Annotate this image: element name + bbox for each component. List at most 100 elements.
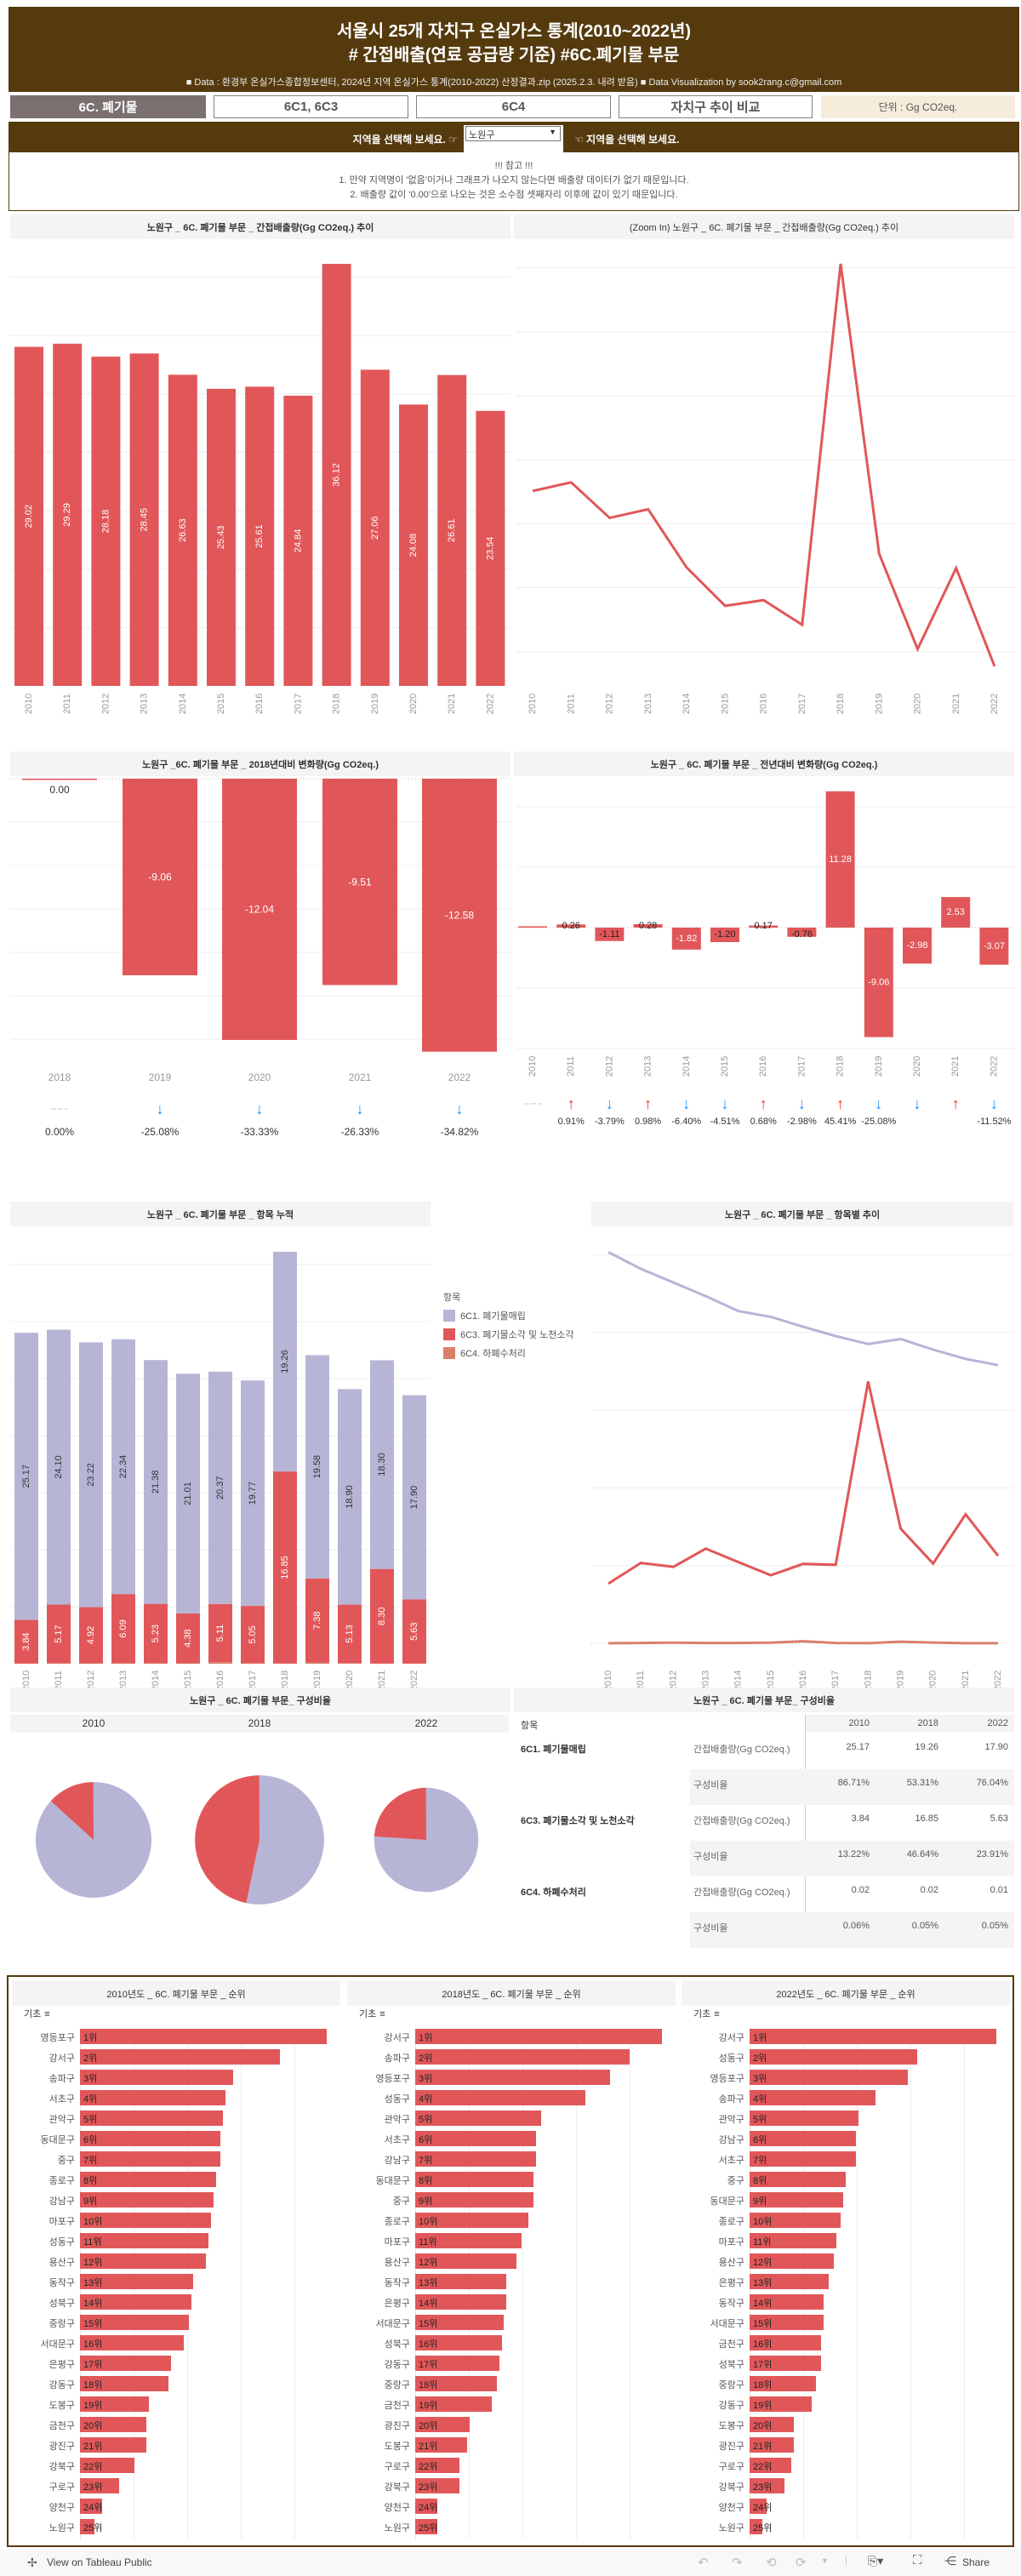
ranking-row[interactable]: 강북구 22위 bbox=[12, 2455, 340, 2476]
ranking-row[interactable]: 강서구 1위 bbox=[682, 2026, 1010, 2047]
ranking-row[interactable]: 서초구 6위 bbox=[347, 2128, 676, 2149]
ranking-row[interactable]: 서대문구 15위 bbox=[347, 2312, 676, 2333]
sort-control[interactable]: 기초 ≡ bbox=[693, 2007, 720, 2020]
sort-control[interactable]: 기초 ≡ bbox=[24, 2007, 50, 2020]
ranking-row[interactable]: 관악구 5위 bbox=[682, 2108, 1010, 2128]
ranking-row[interactable]: 영등포구 3위 bbox=[347, 2067, 676, 2088]
ranking-row[interactable]: 중랑구 15위 bbox=[12, 2312, 340, 2333]
ranking-row[interactable]: 중구 9위 bbox=[347, 2190, 676, 2210]
ranking-row[interactable]: 은평구 14위 bbox=[347, 2292, 676, 2312]
ranking-row[interactable]: 용산구 12위 bbox=[682, 2251, 1010, 2271]
ranking-row[interactable]: 도봉구 20위 bbox=[682, 2414, 1010, 2435]
region-select[interactable]: 노원구 ▼ bbox=[464, 125, 563, 152]
ranking-row[interactable]: 은평구 17위 bbox=[12, 2353, 340, 2373]
share-icon[interactable]: ⋲ bbox=[944, 2554, 956, 2567]
ranking-row[interactable]: 영등포구 1위 bbox=[12, 2026, 340, 2047]
ranking-row[interactable]: 성북구 17위 bbox=[682, 2353, 1010, 2373]
ranking-row[interactable]: 동작구 13위 bbox=[347, 2271, 676, 2292]
ranking-row[interactable]: 강북구 23위 bbox=[347, 2476, 676, 2496]
ranking-row[interactable]: 노원구 25위 bbox=[347, 2516, 676, 2537]
ranking-row[interactable]: 성동구 4위 bbox=[347, 2088, 676, 2108]
ranking-row[interactable]: 도봉구 19위 bbox=[12, 2394, 340, 2414]
ranking-row[interactable]: 관악구 5위 bbox=[12, 2108, 340, 2128]
ranking-row[interactable]: 서초구 4위 bbox=[12, 2088, 340, 2108]
ranking-row[interactable]: 강남구 6위 bbox=[682, 2128, 1010, 2149]
ranking-row[interactable]: 서대문구 15위 bbox=[682, 2312, 1010, 2333]
ranking-row[interactable]: 금천구 19위 bbox=[347, 2394, 676, 2414]
ranking-row[interactable]: 용산구 12위 bbox=[12, 2251, 340, 2271]
tab-6c4[interactable]: 6C4 bbox=[416, 95, 611, 118]
view-on-tableau-link[interactable]: View on Tableau Public bbox=[47, 2556, 152, 2568]
region-select-box[interactable]: 노원구 ▼ bbox=[465, 126, 561, 141]
ranking-row[interactable]: 은평구 13위 bbox=[682, 2271, 1010, 2292]
ranking-row[interactable]: 관악구 5위 bbox=[347, 2108, 676, 2128]
redo-icon[interactable]: ↷ bbox=[732, 2556, 743, 2570]
ranking-row[interactable]: 강동구 17위 bbox=[347, 2353, 676, 2373]
ranking-row[interactable]: 양천구 24위 bbox=[12, 2496, 340, 2516]
ranking-row[interactable]: 중구 7위 bbox=[12, 2149, 340, 2169]
ranking-row[interactable]: 강서구 2위 bbox=[12, 2047, 340, 2067]
download-icon[interactable]: ⎘▾ bbox=[868, 2554, 884, 2567]
ranking-row[interactable]: 동대문구 8위 bbox=[347, 2169, 676, 2190]
undo-icon[interactable]: ↶ bbox=[698, 2556, 709, 2570]
share-button[interactable]: Share bbox=[962, 2556, 990, 2568]
revert-icon[interactable]: ⟲ bbox=[766, 2556, 777, 2570]
ranking-row[interactable]: 양천구 24위 bbox=[682, 2496, 1010, 2516]
ranking-row[interactable]: 서대문구 16위 bbox=[12, 2333, 340, 2353]
ranking-row[interactable]: 성동구 11위 bbox=[12, 2230, 340, 2251]
ranking-row[interactable]: 광진구 20위 bbox=[347, 2414, 676, 2435]
ranking-row[interactable]: 마포구 11위 bbox=[347, 2230, 676, 2251]
ranking-row[interactable]: 마포구 11위 bbox=[682, 2230, 1010, 2251]
ranking-row[interactable]: 동대문구 6위 bbox=[12, 2128, 340, 2149]
ranking-row[interactable]: 영등포구 3위 bbox=[682, 2067, 1010, 2088]
sort-descending-icon[interactable]: ≡ bbox=[379, 2009, 385, 2019]
ranking-row[interactable]: 성북구 16위 bbox=[347, 2333, 676, 2353]
legend-item-6c1[interactable]: 6C1. 폐기물매립 bbox=[443, 1309, 574, 1322]
ranking-row[interactable]: 강동구 19위 bbox=[682, 2394, 1010, 2414]
ranking-row[interactable]: 구로구 23위 bbox=[12, 2476, 340, 2496]
legend-item-6c4[interactable]: 6C4. 하폐수처리 bbox=[443, 1346, 574, 1360]
fullscreen-icon[interactable]: ⛶ bbox=[913, 2553, 922, 2567]
ranking-row[interactable]: 금천구 16위 bbox=[682, 2333, 1010, 2353]
ranking-row[interactable]: 동대문구 9위 bbox=[682, 2190, 1010, 2210]
ranking-row[interactable]: 종로구 8위 bbox=[12, 2169, 340, 2190]
ranking-row[interactable]: 마포구 10위 bbox=[12, 2210, 340, 2230]
sort-descending-icon[interactable]: ≡ bbox=[44, 2009, 50, 2019]
ranking-row[interactable]: 종로구 10위 bbox=[347, 2210, 676, 2230]
tableau-logo-icon[interactable]: ✢ bbox=[27, 2556, 37, 2569]
ranking-row[interactable]: 중랑구 18위 bbox=[682, 2373, 1010, 2394]
dropdown-arrow-icon[interactable]: ▼ bbox=[549, 128, 556, 136]
ranking-row[interactable]: 송파구 2위 bbox=[347, 2047, 676, 2067]
ranking-row[interactable]: 동작구 13위 bbox=[12, 2271, 340, 2292]
ranking-row[interactable]: 광진구 21위 bbox=[12, 2435, 340, 2455]
ranking-row[interactable]: 중구 8위 bbox=[682, 2169, 1010, 2190]
ranking-row[interactable]: 노원구 25위 bbox=[682, 2516, 1010, 2537]
ranking-row[interactable]: 성동구 2위 bbox=[682, 2047, 1010, 2067]
ranking-row[interactable]: 도봉구 21위 bbox=[347, 2435, 676, 2455]
more-dropdown-icon[interactable]: ▼ bbox=[821, 2556, 829, 2565]
ranking-row[interactable]: 양천구 24위 bbox=[347, 2496, 676, 2516]
ranking-row[interactable]: 용산구 12위 bbox=[347, 2251, 676, 2271]
refresh-icon[interactable]: ⟳ bbox=[796, 2556, 807, 2570]
ranking-row[interactable]: 송파구 4위 bbox=[682, 2088, 1010, 2108]
ranking-row[interactable]: 강동구 18위 bbox=[12, 2373, 340, 2394]
sort-descending-icon[interactable]: ≡ bbox=[714, 2009, 720, 2019]
ranking-row[interactable]: 강남구 9위 bbox=[12, 2190, 340, 2210]
ranking-row[interactable]: 금천구 20위 bbox=[12, 2414, 340, 2435]
ranking-row[interactable]: 강서구 1위 bbox=[347, 2026, 676, 2047]
ranking-row[interactable]: 종로구 10위 bbox=[682, 2210, 1010, 2230]
ranking-row[interactable]: 송파구 3위 bbox=[12, 2067, 340, 2088]
ranking-row[interactable]: 서초구 7위 bbox=[682, 2149, 1010, 2169]
ranking-row[interactable]: 동작구 14위 bbox=[682, 2292, 1010, 2312]
legend-item-6c3[interactable]: 6C3. 폐기물소각 및 노천소각 bbox=[443, 1328, 574, 1341]
tab-6c1-6c3[interactable]: 6C1, 6C3 bbox=[214, 95, 408, 118]
ranking-row[interactable]: 강남구 7위 bbox=[347, 2149, 676, 2169]
ranking-row[interactable]: 노원구 25위 bbox=[12, 2516, 340, 2537]
tab-district-trend[interactable]: 자치구 추이 비교 bbox=[619, 95, 813, 118]
ranking-row[interactable]: 중랑구 18위 bbox=[347, 2373, 676, 2394]
tab-6c-waste[interactable]: 6C. 폐기물 bbox=[10, 95, 206, 118]
ranking-row[interactable]: 광진구 21위 bbox=[682, 2435, 1010, 2455]
ranking-row[interactable]: 강북구 23위 bbox=[682, 2476, 1010, 2496]
sort-control[interactable]: 기초 ≡ bbox=[359, 2007, 385, 2020]
ranking-row[interactable]: 구로구 22위 bbox=[682, 2455, 1010, 2476]
